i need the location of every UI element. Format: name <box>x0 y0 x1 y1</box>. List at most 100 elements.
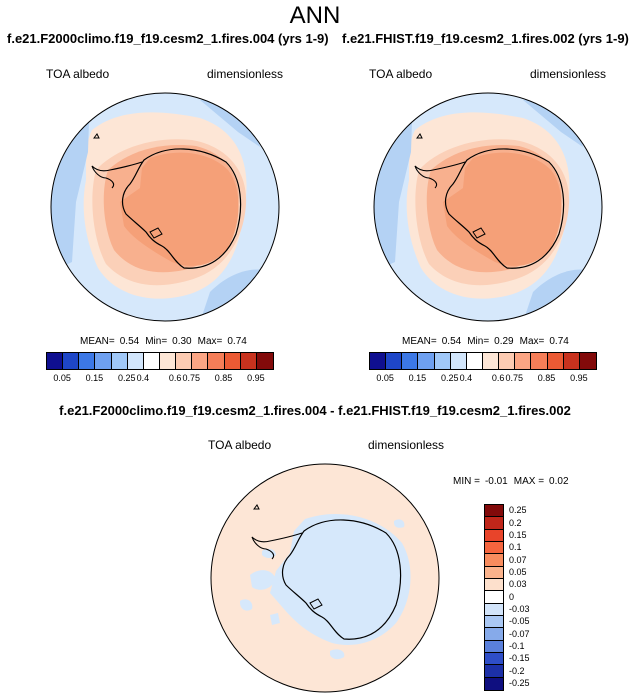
colorbar-swatch <box>531 353 548 369</box>
colorbar-swatch <box>402 353 419 369</box>
panel-2-map <box>373 92 603 322</box>
panel-2-colorbar-ticks: 0.05 0.15 0.25 0.4 0.6 0.75 0.85 0.95 <box>369 373 595 385</box>
colorbar-swatch <box>47 353 64 369</box>
difference-stats: MIN = -0.01 MAX = 0.02 <box>453 476 575 487</box>
panel-2-max-value: 0.74 <box>549 336 569 347</box>
colorbar-swatch <box>63 353 80 369</box>
difference-max-value: 0.02 <box>549 476 569 487</box>
panel-1-tick: 0.4 <box>136 373 150 383</box>
panel-1-max-label: Max= <box>197 336 223 347</box>
colorbar-swatch <box>370 353 387 369</box>
colorbar-swatch <box>579 353 596 369</box>
colorbar-swatch <box>143 353 160 369</box>
panel-1-mean-label: MEAN= <box>80 336 115 347</box>
difference-colorbar-label: -0.15 <box>509 653 530 664</box>
colorbar-swatch <box>485 566 503 579</box>
colorbar-swatch <box>434 353 451 369</box>
panel-2-tick: 0.05 <box>376 373 394 383</box>
colorbar-swatch <box>176 353 193 369</box>
difference-min-label: MIN = <box>453 476 480 487</box>
colorbar-swatch <box>95 353 112 369</box>
difference-colorbar-label: -0.2 <box>509 665 525 676</box>
colorbar-swatch <box>485 665 503 678</box>
difference-colorbar-label: 0.05 <box>509 566 527 577</box>
panel-2-tick: 0.6 <box>491 373 505 383</box>
difference-colorbar-label: 0 <box>509 591 515 602</box>
colorbar-swatch <box>485 615 503 629</box>
colorbar-swatch <box>499 353 516 369</box>
colorbar-swatch <box>127 353 144 369</box>
colorbar-swatch <box>485 603 503 616</box>
difference-colorbar-label: 0.1 <box>509 542 522 553</box>
colorbar-swatch <box>386 353 403 369</box>
difference-colorbar-label: -0.07 <box>509 628 530 639</box>
panel-1-units: dimensionless <box>207 67 284 81</box>
panel-1-tick: 0.85 <box>214 373 233 383</box>
panel-1-tick: 0.6 <box>168 373 182 383</box>
panel-1-tick: 0.15 <box>85 373 104 383</box>
panel-2-max-label: Max= <box>519 336 545 347</box>
colorbar-swatch <box>515 353 532 369</box>
panel-1-colorbar <box>46 352 274 370</box>
panel-2-min-label: Min= <box>467 336 490 347</box>
colorbar-swatch <box>208 353 225 369</box>
difference-colorbar-label: 0.2 <box>509 517 522 528</box>
colorbar-swatch <box>485 640 503 653</box>
panel-2-tick: 0.25 <box>440 373 459 383</box>
difference-variable: TOA albedo <box>208 438 272 452</box>
colorbar-swatch <box>466 353 483 369</box>
colorbar-swatch <box>485 652 503 666</box>
colorbar-swatch <box>111 353 128 369</box>
panel-1-colorbar-ticks: 0.05 0.15 0.25 0.4 0.6 0.75 0.85 0.95 <box>46 373 272 385</box>
colorbar-swatch <box>224 353 241 369</box>
difference-colorbar-label: 0.07 <box>509 554 527 565</box>
panel-1-tick: 0.25 <box>117 373 136 383</box>
panel-1-tick: 0.05 <box>53 373 71 383</box>
colorbar-swatch <box>485 517 503 530</box>
difference-colorbar-label: -0.1 <box>509 640 525 651</box>
colorbar-swatch <box>192 353 209 369</box>
colorbar-swatch <box>485 554 503 567</box>
colorbar-swatch <box>485 591 503 604</box>
colorbar-swatch <box>485 628 503 641</box>
panel-1-map <box>50 92 280 322</box>
panel-2-min-value: 0.29 <box>494 336 514 347</box>
difference-colorbar-label: -0.03 <box>509 603 530 614</box>
panel-2-mean-label: MEAN= <box>402 336 437 347</box>
colorbar-swatch <box>240 353 257 369</box>
colorbar-swatch <box>450 353 467 369</box>
difference-units: dimensionless <box>368 438 445 452</box>
panel-1-max-value: 0.74 <box>227 336 247 347</box>
colorbar-swatch <box>79 353 96 369</box>
colorbar-swatch <box>485 505 503 518</box>
panel-1-min-label: Min= <box>145 336 168 347</box>
colorbar-swatch <box>547 353 564 369</box>
panel-1-mean-value: 0.54 <box>119 336 140 347</box>
difference-title: f.e21.F2000climo.f19_f19.cesm2_1.fires.0… <box>59 403 571 418</box>
panel-2-colorbar <box>369 352 597 370</box>
colorbar-swatch <box>563 353 580 369</box>
panel-2-tick: 0.15 <box>408 373 427 383</box>
colorbar-swatch <box>485 529 503 542</box>
panel-2-tick: 0.95 <box>570 373 588 383</box>
panel-1-title: f.e21.F2000climo.f19_f19.cesm2_1.fires.0… <box>7 31 329 46</box>
difference-colorbar <box>484 504 504 691</box>
panel-2-tick: 0.75 <box>505 373 524 383</box>
panel-2-units: dimensionless <box>530 67 607 81</box>
difference-colorbar-label: 0.15 <box>509 529 527 540</box>
panel-2-stats: MEAN= 0.54 Min= 0.29 Max= 0.74 <box>402 336 575 347</box>
panel-2-title: f.e21.FHIST.f19_f19.cesm2_1.fires.002 (y… <box>342 31 629 46</box>
panel-1-min-value: 0.30 <box>172 336 192 347</box>
difference-colorbar-label: 0.25 <box>509 505 527 516</box>
colorbar-swatch <box>485 578 503 592</box>
panel-1-tick: 0.75 <box>182 373 201 383</box>
colorbar-swatch <box>485 541 503 555</box>
colorbar-swatch <box>485 677 503 690</box>
difference-map <box>210 463 440 693</box>
page-title: ANN <box>289 2 341 29</box>
panel-1-tick: 0.95 <box>247 373 265 383</box>
difference-colorbar-label: 0.03 <box>509 579 527 590</box>
panel-2-tick: 0.4 <box>459 373 473 383</box>
difference-colorbar-label: -0.25 <box>509 677 530 688</box>
difference-colorbar-label: -0.05 <box>509 616 530 627</box>
